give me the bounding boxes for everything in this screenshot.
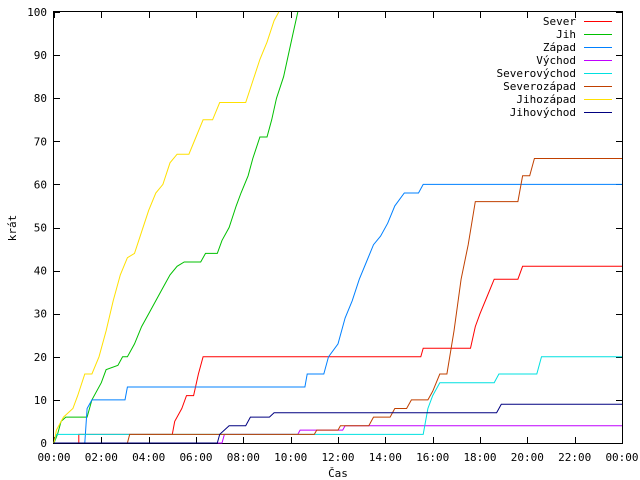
legend-label-vychod: Východ	[536, 54, 576, 67]
legend-label-jihovychod: Jihovýchod	[510, 106, 576, 119]
series-line-sever	[54, 265, 622, 444]
x-tick-label: 06:00	[179, 451, 212, 464]
x-tick-label: 00:00	[605, 451, 638, 464]
y-tick-label: 100	[27, 6, 47, 19]
x-tick-label: 08:00	[227, 451, 260, 464]
y-tick-label: 80	[34, 92, 47, 105]
x-tick-label: 02:00	[85, 451, 118, 464]
y-axis-title: krát	[6, 215, 19, 242]
x-tick-label: 20:00	[511, 451, 544, 464]
legend-label-sever: Sever	[543, 15, 576, 28]
series-line-vychod	[54, 425, 622, 444]
x-tick-label: 16:00	[416, 451, 449, 464]
y-tick-label: 20	[34, 351, 47, 364]
legend-label-severovychod: Severovýchod	[497, 67, 576, 80]
x-tick-label: 18:00	[463, 451, 496, 464]
series-line-jih	[53, 11, 299, 444]
series-line-jihovychod	[54, 403, 622, 444]
y-tick-label: 10	[34, 394, 47, 407]
series-lines	[53, 11, 622, 444]
x-tick-label: 00:00	[37, 451, 70, 464]
y-tick-label: 30	[34, 308, 47, 321]
x-axis-title: Čas	[328, 467, 348, 480]
y-tick-label: 60	[34, 178, 47, 191]
series-line-jihozapad	[53, 11, 280, 444]
legend-label-zapad: Západ	[543, 41, 576, 54]
y-axis: 0 10 20 30 40 50 60 70 80 90 100	[27, 6, 622, 450]
y-tick-label: 70	[34, 135, 47, 148]
y-tick-label: 0	[40, 437, 47, 450]
x-tick-label: 14:00	[369, 451, 402, 464]
y-tick-label: 90	[34, 49, 47, 62]
legend-label-jihozapad: Jihozápad	[516, 93, 576, 106]
series-line-zapad	[54, 183, 622, 444]
legend-label-severozapad: Severozápad	[503, 80, 576, 93]
x-tick-label: 22:00	[558, 451, 591, 464]
legend-label-jih: Jih	[556, 28, 576, 41]
y-tick-label: 40	[34, 265, 47, 278]
plot-frame	[53, 11, 623, 444]
x-axis: 00:00 02:00 04:00 06:00 08:00 10:00 12:00 14:00…	[37, 12, 639, 464]
x-tick-label: 12:00	[321, 451, 354, 464]
series-line-severozapad	[54, 158, 622, 444]
y-tick-label: 50	[34, 222, 47, 235]
x-tick-label: 04:00	[132, 451, 165, 464]
legend: SeverJihZápadVýchodSeverovýchodSeverozáp…	[497, 15, 612, 119]
x-tick-label: 10:00	[274, 451, 307, 464]
